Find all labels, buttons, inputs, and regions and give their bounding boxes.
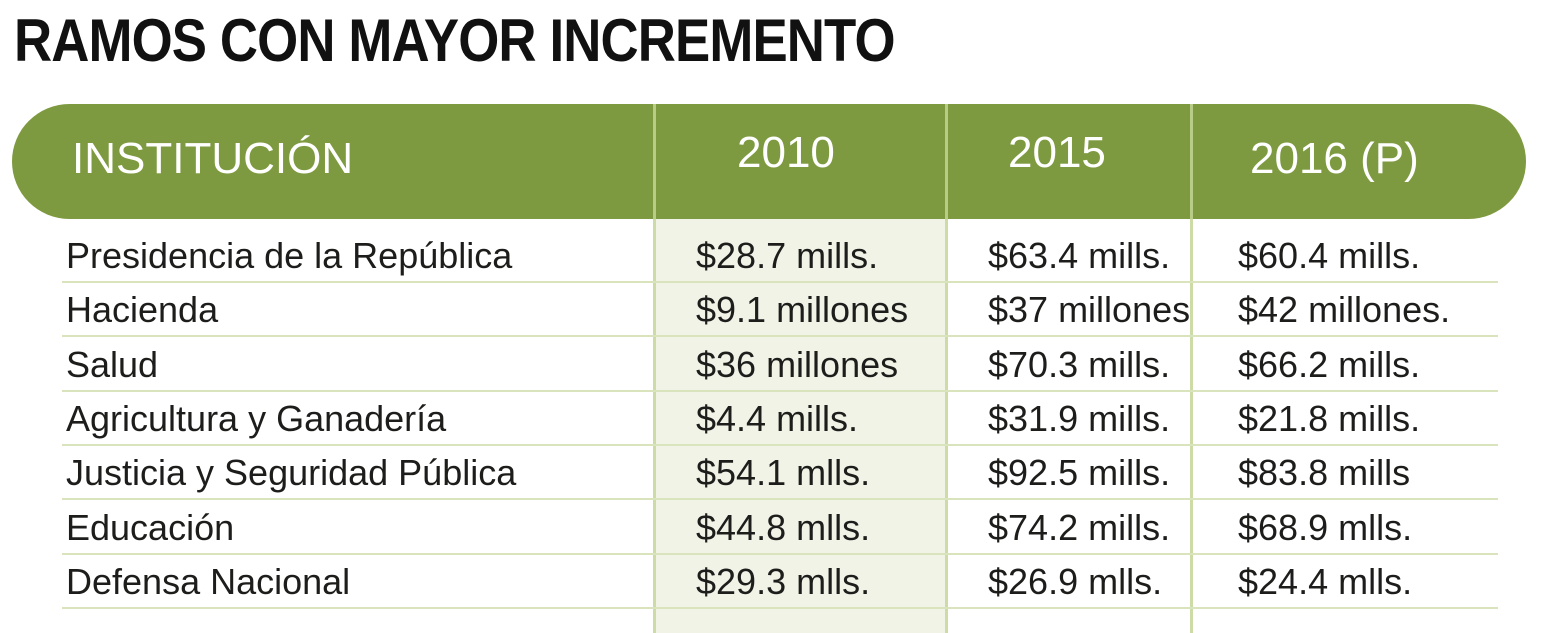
row-separator [62,389,1498,392]
institution-cell: Defensa Nacional [66,560,351,602]
value-cell-2016: $24.4 mlls. [1238,560,1413,602]
value-cell-2015: $37 millones [988,289,1191,331]
table-row: Justicia y Seguridad Pública $54.1 mlls. $… [0,446,1543,501]
table-row: Hacienda $9.1 millones $37 millones $42 mil… [0,283,1543,338]
institution-cell: Salud [66,343,159,385]
table-row: Presidencia de la República $28.7 mills. $… [0,229,1543,283]
row-separator [62,498,1498,501]
institution-cell: Presidencia de la República [66,235,513,276]
page-title: RAMOS CON MAYOR INCREMENTO [14,7,896,74]
value-cell-2015: $74.2 mills. [988,506,1171,548]
value-cell-2010: $4.4 mills. [696,397,859,439]
header-divider [945,104,948,219]
table-row: Defensa Nacional $29.3 mlls. $26.9 mlls. $2… [0,555,1543,609]
value-cell-2010: $9.1 millones [696,289,909,331]
header-institucion: INSTITUCIÓN [72,134,354,183]
header-divider [653,104,656,219]
value-cell-2016: $42 millones. [1238,289,1451,331]
row-separator [62,443,1498,446]
header-2015: 2015 [1008,128,1106,177]
value-cell-2015: $92.5 mills. [988,452,1171,494]
row-separator [62,281,1498,283]
table-header [12,104,1526,219]
value-cell-2015: $63.4 mills. [988,235,1171,276]
value-cell-2016: $60.4 mills. [1238,235,1421,276]
value-cell-2016: $83.8 mills [1238,452,1411,494]
table-row: Salud $36 millones $70.3 mills. $66.2 mills… [0,338,1543,392]
institution-cell: Educación [66,506,235,548]
value-cell-2015: $70.3 mills. [988,343,1171,385]
value-cell-2010: $44.8 mlls. [696,506,871,548]
row-separator [62,552,1498,555]
header-divider [1190,104,1193,219]
table-row: Agricultura y Ganadería $4.4 mills. $31.9 … [0,392,1543,446]
column-divider [945,104,948,633]
value-cell-2016: $68.9 mlls. [1238,506,1413,548]
institution-cell: Justicia y Seguridad Pública [66,452,517,494]
institution-cell: Agricultura y Ganadería [66,397,447,439]
column-divider [1190,104,1193,633]
value-cell-2010: $28.7 mills. [696,235,879,276]
value-cell-2015: $31.9 mills. [988,397,1171,439]
header-2016: 2016 (P) [1250,134,1419,183]
value-cell-2016: $66.2 mills. [1238,343,1421,385]
institution-cell: Hacienda [66,289,219,331]
value-cell-2010: $54.1 mlls. [696,452,871,494]
header-2010: 2010 [737,128,835,177]
value-cell-2016: $21.8 mills. [1238,397,1421,439]
value-cell-2010: $36 millones [696,343,899,385]
value-cell-2015: $26.9 mlls. [988,560,1163,602]
row-separator [62,606,1498,609]
row-separator [62,335,1498,338]
column-divider [653,104,656,633]
value-cell-2010: $29.3 mlls. [696,560,871,602]
table-row: Educación $44.8 mlls. $74.2 mills. $68.9 ml… [0,501,1543,555]
